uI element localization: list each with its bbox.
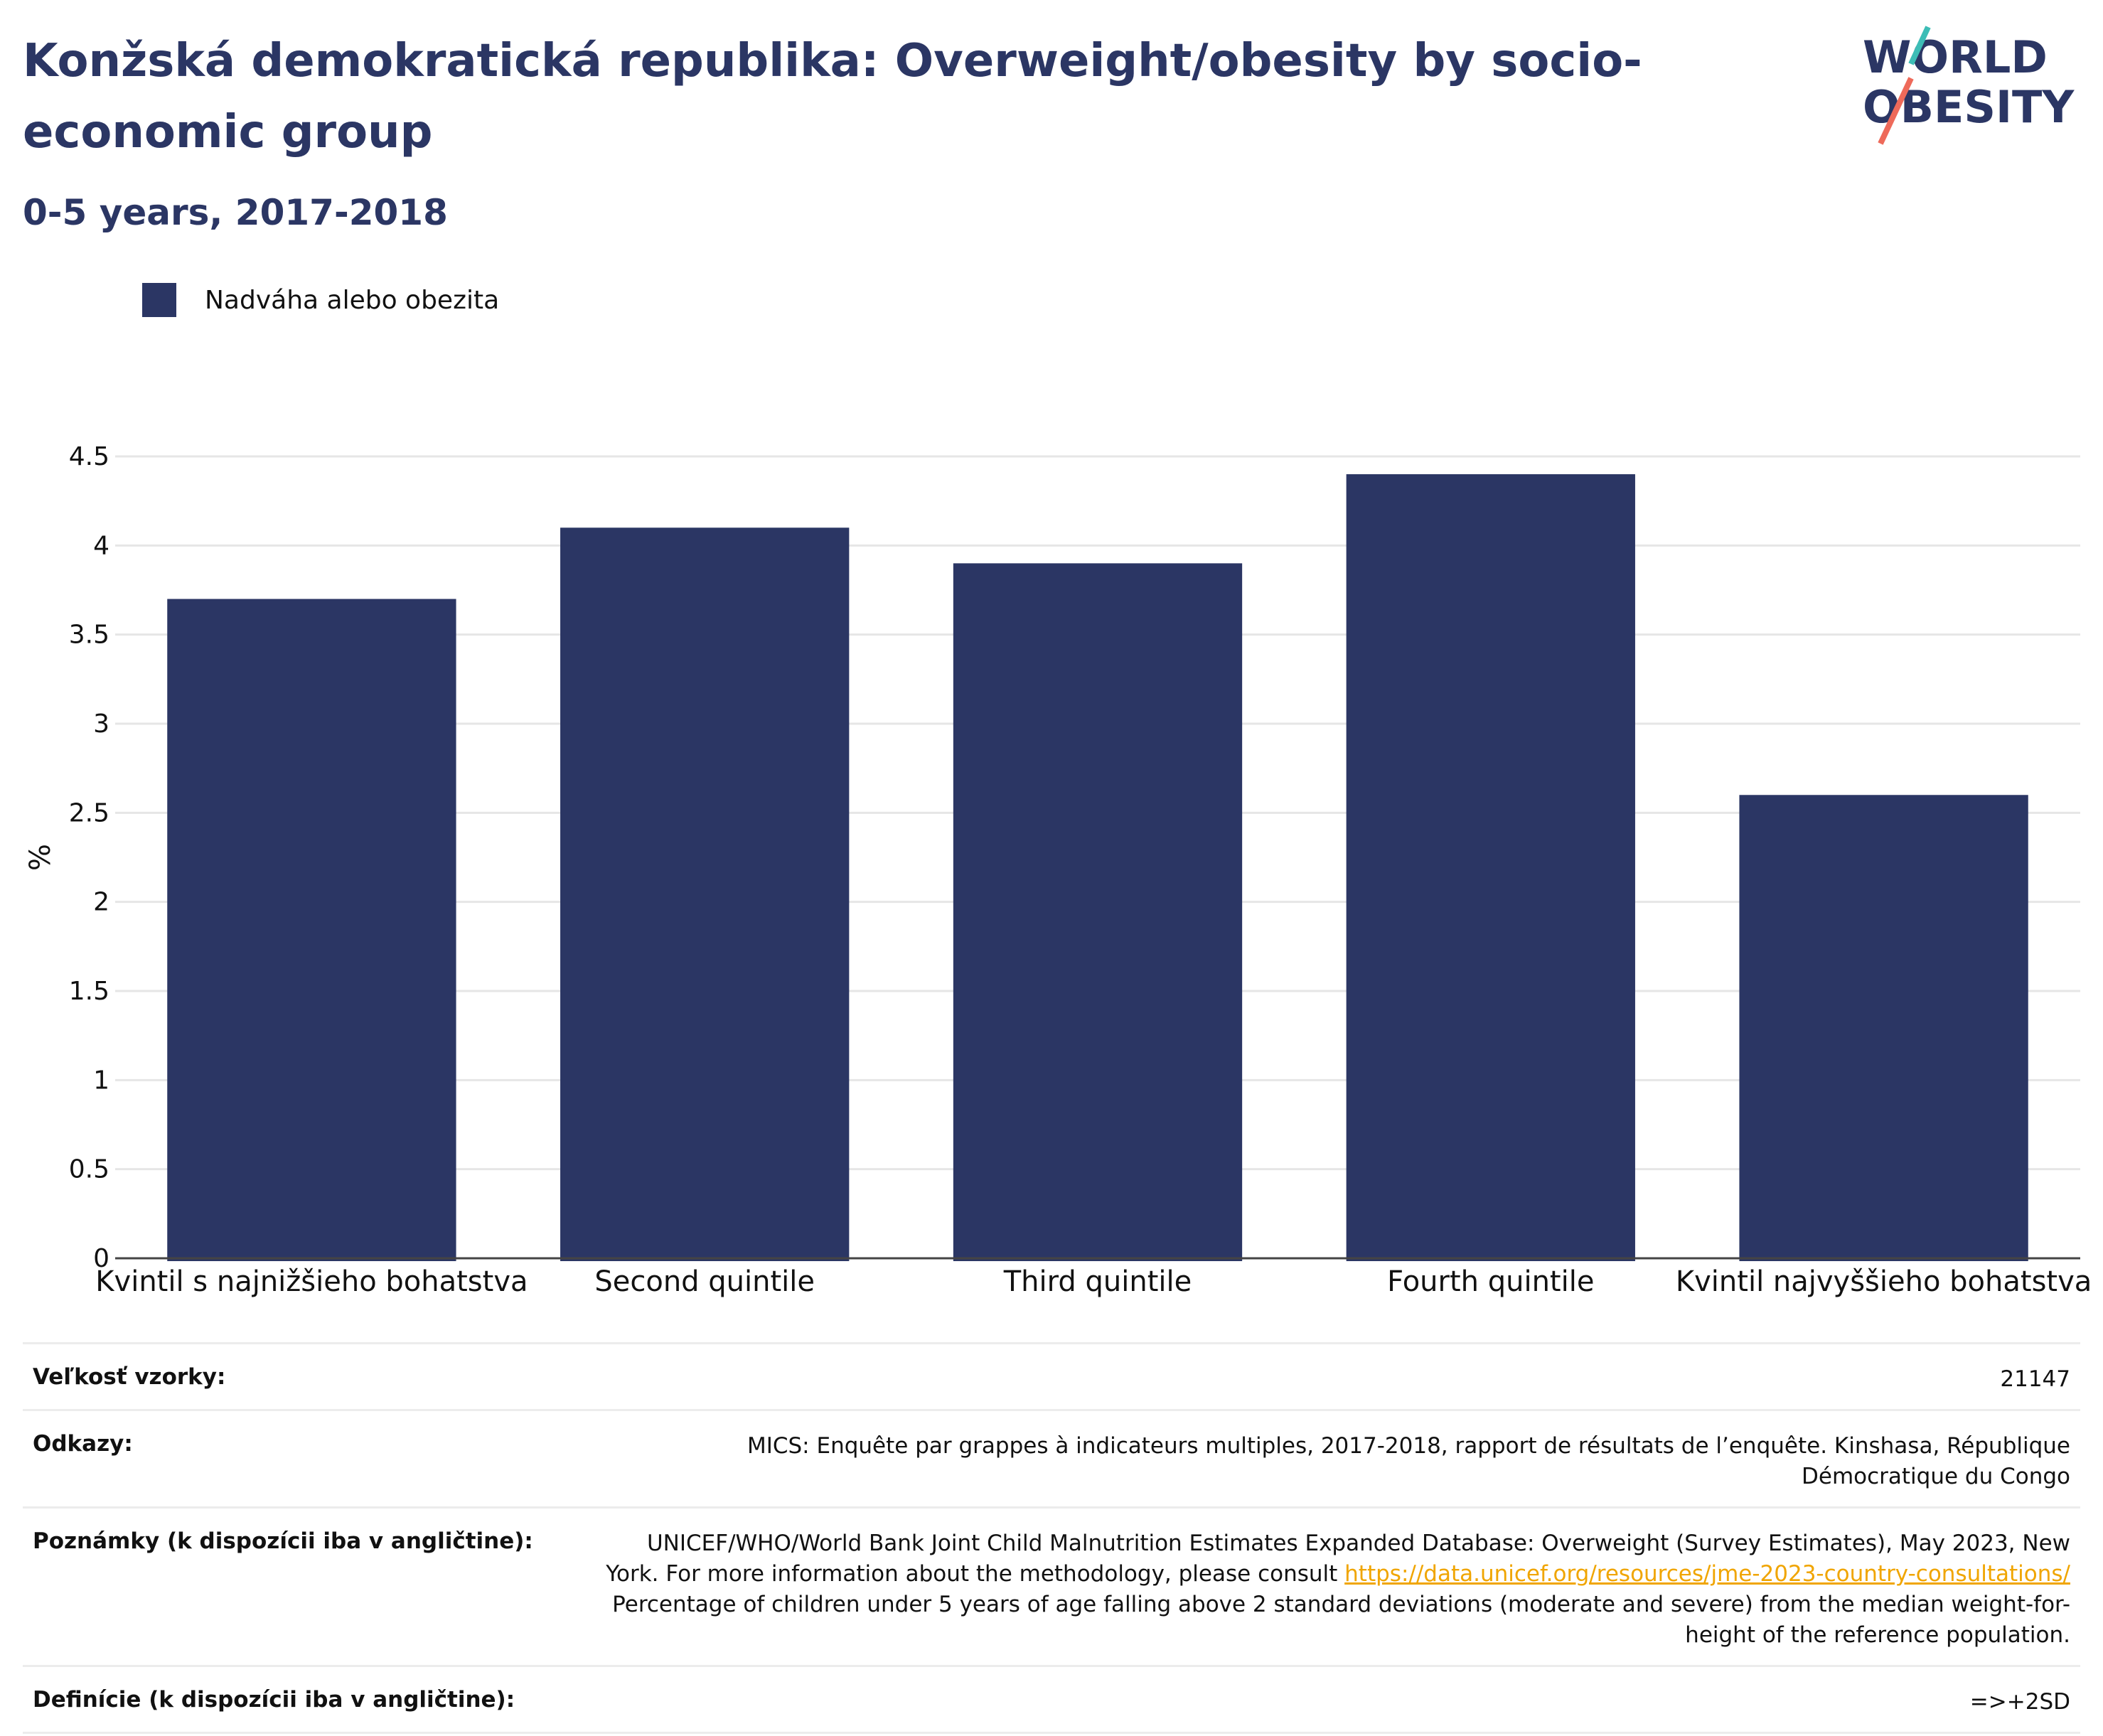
bar xyxy=(1346,474,1635,1261)
chart-subtitle: 0-5 years, 2017-2018 xyxy=(23,192,448,233)
meta-value: =>+2SD xyxy=(1969,1689,2070,1715)
notes-text-before: UNICEF/WHO/World Bank Joint Child Malnut… xyxy=(606,1531,2070,1587)
y-tick-label: 3 xyxy=(93,709,109,739)
notes-text-after: Percentage of children under 5 years of … xyxy=(612,1592,2070,1648)
logo-slash-coral xyxy=(1878,77,1914,145)
methodology-link[interactable]: https://data.unicef.org/resources/jme-20… xyxy=(1344,1561,2070,1587)
y-tick-label: 2.5 xyxy=(69,798,109,827)
meta-value: UNICEF/WHO/World Bank Joint Child Malnut… xyxy=(592,1528,2070,1651)
meta-key: Veľkosť vzorky: xyxy=(33,1364,226,1390)
meta-value: MICS: Enquête par grappes à indicateurs … xyxy=(747,1433,2070,1489)
logo-word-1: WORLD xyxy=(1863,31,2048,83)
y-tick-label: 4.5 xyxy=(69,442,109,471)
y-tick-label: 1 xyxy=(93,1066,109,1095)
meta-key: Odkazy: xyxy=(33,1431,133,1457)
bar xyxy=(953,563,1243,1261)
y-tick-label: 0 xyxy=(93,1244,109,1273)
y-axis-title: % xyxy=(24,844,57,871)
bar xyxy=(167,599,456,1261)
meta-row-notes: Poznámky (k dispozícii iba v angličtine)… xyxy=(23,1506,2080,1665)
y-tick-label: 4 xyxy=(93,531,109,560)
x-tick-label: Second quintile xyxy=(594,1265,815,1298)
logo-slash-teal xyxy=(1908,26,1931,65)
y-tick-label: 2 xyxy=(93,888,109,917)
y-tick-label: 1.5 xyxy=(69,977,109,1006)
bar xyxy=(1739,795,2028,1261)
meta-key: Definície (k dispozícii iba v angličtine… xyxy=(33,1687,515,1713)
metadata-table: Veľkosť vzorky: 21147 Odkazy: MICS: Enqu… xyxy=(23,1342,2080,1734)
meta-row-sample-size: Veľkosť vzorky: 21147 xyxy=(23,1342,2080,1409)
world-obesity-logo: WORLD OBESITY xyxy=(1863,26,2075,145)
y-tick-label: 3.5 xyxy=(69,621,109,650)
meta-row-definitions: Definície (k dispozícii iba v angličtine… xyxy=(23,1665,2080,1734)
x-tick-label: Kvintil najvyššieho bohatstva xyxy=(1676,1265,2092,1298)
legend: Nadváha alebo obezita xyxy=(142,283,499,317)
x-tick-label: Kvintil s najnižšieho bohatstva xyxy=(95,1265,528,1298)
meta-value: 21147 xyxy=(2000,1366,2070,1392)
legend-swatch xyxy=(142,283,176,317)
bar-chart: 0 0.5 1 1.5 2 2.5 3 3.5 4 4.5% Kvintil s najnižšie… xyxy=(24,442,2092,1298)
x-tick-label: Third quintile xyxy=(1003,1265,1192,1298)
bar xyxy=(560,527,850,1262)
chart-title: Konžská demokratická republika: Overweig… xyxy=(23,35,1642,159)
meta-key: Poznámky (k dispozícii iba v angličtine)… xyxy=(33,1528,533,1554)
y-tick-label: 0.5 xyxy=(69,1155,109,1184)
legend-label: Nadváha alebo obezita xyxy=(205,285,500,315)
x-tick-label: Fourth quintile xyxy=(1387,1265,1594,1298)
meta-row-references: Odkazy: MICS: Enquête par grappes à indi… xyxy=(23,1409,2080,1506)
